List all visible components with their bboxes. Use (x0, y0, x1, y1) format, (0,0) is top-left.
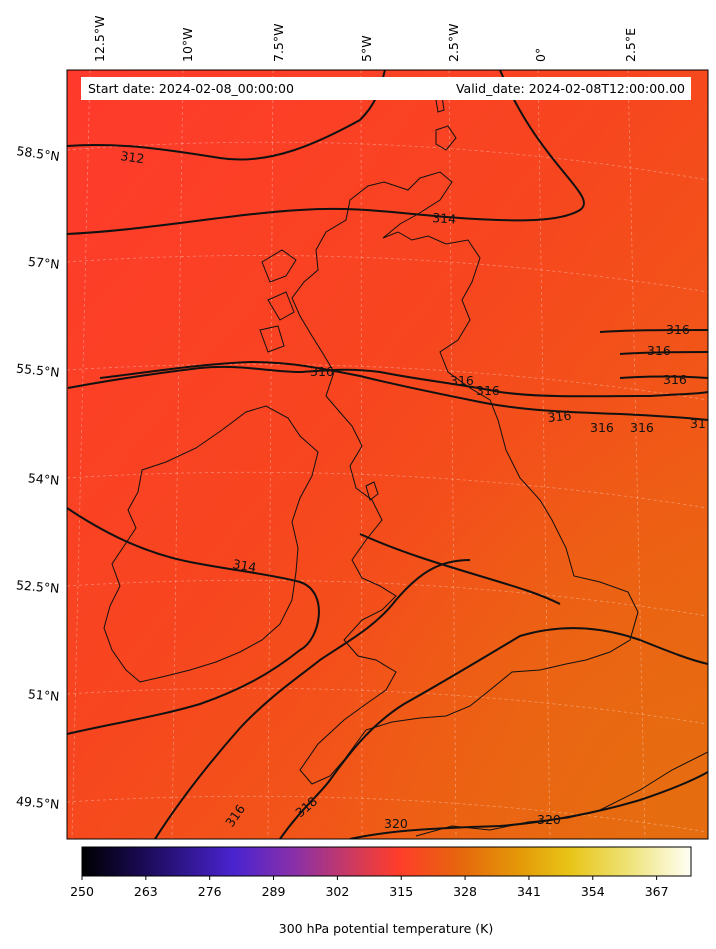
contour-label: 316 (630, 420, 654, 435)
colorbar-tick-label: 315 (389, 884, 413, 899)
colorbar-tick-label: 263 (134, 884, 158, 899)
lat-label: 49.5°N (15, 793, 60, 812)
ireland-coastline (103, 405, 319, 683)
colorbar-tick-label: 367 (645, 884, 669, 899)
lat-label: 54°N (27, 470, 60, 488)
map-panel: 312 314 316 316 316 316 316 316 316 316 … (66, 69, 709, 840)
graticule (67, 70, 708, 839)
colorbar-tick-label: 354 (581, 884, 605, 899)
contour-316-east (599, 329, 708, 333)
colorbar-tick-label: 276 (198, 884, 222, 899)
lat-label: 55.5°N (15, 361, 60, 380)
lon-label: 2.5°E (623, 28, 638, 62)
lat-label: 52.5°N (15, 577, 60, 596)
colorbar-ticks: 250 263 276 289 302 315 328 341 354 367 (70, 876, 669, 899)
hebrides-coastline (259, 249, 297, 353)
colorbar-title: 300 hPa potential temperature (K) (279, 921, 493, 936)
isle-of-man-coastline (365, 481, 379, 501)
contour-label: 320 (384, 816, 408, 831)
contour-label: 314 (432, 210, 457, 227)
contour-label: 316 (450, 373, 474, 388)
contour-314-mid (359, 533, 561, 605)
contour-label: 312 (120, 148, 146, 166)
contour-316-south (154, 559, 471, 839)
contour-314-south (67, 507, 320, 735)
contour-314-north (67, 70, 585, 235)
contour-label: 316 (663, 372, 687, 387)
map-frame (66, 69, 709, 840)
colorbar-tick-label: 341 (517, 884, 541, 899)
longitude-labels: 12.5°W 10°W 7.5°W 5°W 2.5°W 0° 2.5°E (92, 16, 638, 62)
contour-316-east-c (619, 375, 708, 379)
lat-label: 58.5°N (16, 143, 61, 164)
contour-label: 316 (666, 322, 690, 337)
lat-label: 57°N (27, 254, 60, 272)
contour-320 (349, 771, 708, 839)
lon-label: 7.5°W (271, 24, 286, 63)
contour-label: 316 (647, 343, 671, 358)
colorbar-tick-label: 289 (262, 884, 286, 899)
lon-label: 12.5°W (92, 16, 107, 62)
contour-label: 316 (547, 408, 572, 425)
contour-label: 316 (476, 383, 500, 398)
contour-label: 316 (590, 420, 614, 435)
lon-label: 2.5°W (446, 24, 461, 63)
contour-316-east-b (619, 351, 708, 355)
colorbar-gradient (81, 846, 692, 877)
contour-label: 31 (690, 416, 706, 431)
date-header: Start date: 2024-02-08_00:00:00 Valid_da… (81, 77, 691, 100)
contour-lines (67, 70, 708, 839)
contour-label: 316 (310, 364, 334, 379)
lon-label: 0° (533, 48, 548, 62)
contour-312 (67, 70, 386, 161)
contour-316-band-b (99, 360, 708, 421)
start-date-text: Start date: 2024-02-08_00:00:00 (88, 81, 294, 96)
colorbar-tick-label: 250 (70, 884, 94, 899)
header-background (81, 77, 691, 100)
contour-label: 320 (537, 812, 561, 827)
great-britain-coastline (291, 171, 639, 785)
latitude-labels: 58.5°N 57°N 55.5°N 54°N 52.5°N 51°N 49.5… (15, 143, 60, 812)
contour-316-band-a (67, 365, 708, 398)
lat-label: 51°N (27, 686, 60, 704)
colorbar-tick-label: 328 (453, 884, 477, 899)
contour-318 (279, 627, 708, 839)
lon-label: 10°W (180, 27, 195, 62)
colorbar-tick-label: 302 (325, 884, 349, 899)
lon-label: 5°W (359, 35, 374, 62)
valid-date-text: Valid_date: 2024-02-08T12:00:00.00 (456, 81, 685, 96)
contour-label: 314 (231, 556, 257, 575)
colorbar: 250 263 276 289 302 315 328 341 354 367 300 hPa p… (70, 846, 692, 936)
